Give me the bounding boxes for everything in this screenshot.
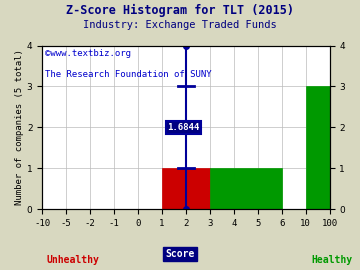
Y-axis label: Number of companies (5 total): Number of companies (5 total) xyxy=(15,49,24,205)
Text: The Research Foundation of SUNY: The Research Foundation of SUNY xyxy=(45,70,212,79)
Text: ©www.textbiz.org: ©www.textbiz.org xyxy=(45,49,131,58)
Bar xyxy=(210,168,282,209)
Text: Unhealthy: Unhealthy xyxy=(47,255,100,265)
Bar xyxy=(306,86,329,209)
Text: Z-Score Histogram for TLT (2015): Z-Score Histogram for TLT (2015) xyxy=(66,4,294,17)
Text: 1.6844: 1.6844 xyxy=(167,123,199,132)
Bar xyxy=(162,168,210,209)
Text: Healthy: Healthy xyxy=(312,255,353,265)
Text: Score: Score xyxy=(165,249,195,259)
Text: Industry: Exchange Traded Funds: Industry: Exchange Traded Funds xyxy=(83,20,277,30)
